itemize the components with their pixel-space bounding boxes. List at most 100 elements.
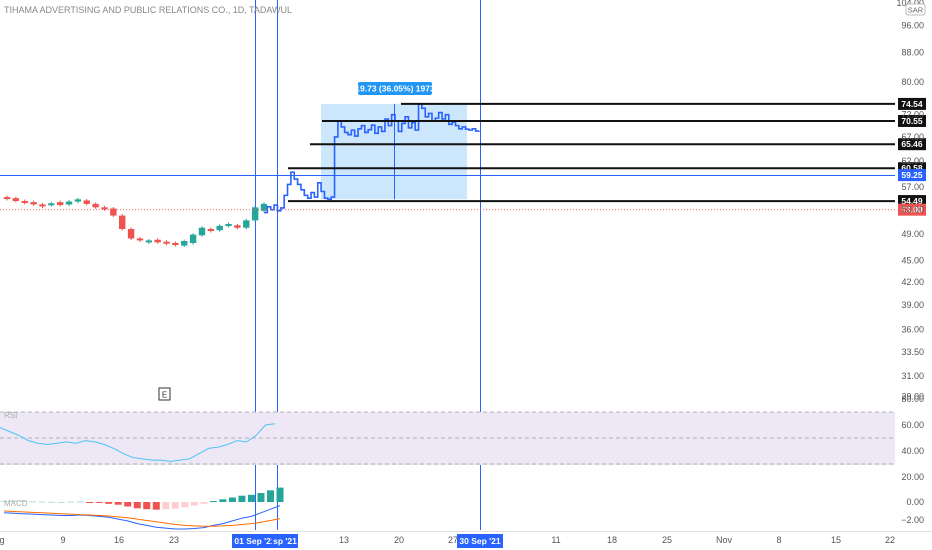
date-tick-5: 20	[394, 535, 404, 545]
macd-hist-bar-29	[276, 487, 284, 502]
date-label-1: sp '21	[272, 534, 298, 548]
date-tick-6: 27	[448, 535, 458, 545]
candle-body	[21, 201, 28, 204]
price-level-tag: 74.54	[901, 99, 923, 109]
rsi-tick-2: 40.00	[901, 446, 924, 456]
candle-18	[163, 240, 170, 246]
date-tick-9: 25	[662, 535, 672, 545]
candle-22	[198, 226, 206, 237]
candle-body	[163, 241, 170, 244]
date-tick-7: 11	[551, 535, 560, 545]
macd-hist-bar-22	[209, 501, 217, 503]
event-marker-label: E	[162, 391, 167, 400]
candle-body	[243, 220, 250, 228]
candle-1	[12, 196, 20, 203]
macd-hist-bar-6	[57, 502, 65, 503]
price-level-tag: 59.25	[901, 170, 923, 180]
price-level-tag-bg	[898, 97, 926, 110]
date-tick-11: 8	[776, 535, 781, 545]
macd-hist-bar-27	[257, 493, 265, 502]
candle-14	[127, 227, 135, 240]
candle-17	[154, 238, 161, 244]
price-tick-3: 80.00	[901, 77, 924, 87]
candle-body	[127, 228, 135, 239]
macd-hist-bar-17	[162, 502, 170, 510]
candle-24	[216, 224, 223, 232]
macd-hist-bar-2	[19, 500, 27, 502]
macd-hist-bar-16	[152, 502, 160, 510]
candle-body	[74, 199, 82, 202]
price-tick-5: 67.00	[901, 132, 924, 142]
candle-26	[234, 223, 241, 230]
macd-hist-bar-25	[238, 495, 246, 502]
candle-body	[56, 202, 64, 206]
macd-hist-bar-18	[171, 502, 179, 509]
macd-hist-bar-15	[143, 502, 151, 510]
candle-body	[136, 238, 144, 241]
price-tick-14: 33.50	[901, 347, 924, 357]
candle-12	[110, 207, 117, 218]
price-tick-11: 42.00	[901, 277, 924, 287]
candle-10	[92, 202, 99, 209]
macd-hist-bar-8	[76, 501, 84, 503]
candle-body	[101, 207, 108, 210]
macd-hist-bar-7	[67, 501, 75, 503]
price-level-tag: 53.00	[901, 205, 923, 215]
candle-body	[145, 240, 152, 243]
date-label-0: 01 Sep '21	[232, 534, 278, 548]
candlestick-series	[3, 195, 268, 248]
macd-hist-bar-0	[0, 501, 8, 503]
macd-pane[interactable]: 0.00 −2.00	[0, 487, 925, 530]
candle-7	[65, 200, 73, 206]
rsi-pane[interactable]: 80.00 60.00 40.00 20.00	[0, 394, 924, 482]
date-tick-4: 13	[339, 535, 349, 545]
candle-body	[30, 202, 37, 205]
macd-hist-bar-20	[190, 502, 198, 506]
candle-body	[65, 201, 73, 205]
price-level-4: 59.25	[898, 169, 926, 182]
date-tick-10: Nov	[716, 535, 733, 545]
price-tick-12: 39.00	[901, 300, 924, 310]
candle-2	[21, 199, 28, 205]
macd-hist-bar-3	[29, 501, 37, 503]
price-line-0	[264, 103, 480, 214]
candle-body	[92, 203, 99, 208]
candle-8	[74, 197, 82, 204]
price-level-1: 70.55	[322, 114, 926, 127]
macd-hist-bar-19	[181, 502, 189, 508]
macd-hist-bar-14	[133, 502, 141, 509]
price-level-tag-bg	[898, 114, 926, 127]
candle-6	[56, 200, 64, 207]
candle-body	[48, 203, 55, 206]
price-line-series	[264, 103, 480, 214]
price-level-6: 53.00	[0, 203, 926, 216]
candle-19	[172, 241, 179, 247]
price-tick-15: 31.00	[901, 371, 924, 381]
rsi-tick-3: 20.00	[901, 472, 924, 482]
price-level-0: 74.54	[401, 97, 926, 110]
date-tick-12: 15	[831, 535, 841, 545]
date-label-text: 01 Sep '21	[234, 536, 276, 546]
date-tick-1: 9	[60, 535, 65, 545]
price-tick-6: 62.00	[901, 156, 924, 166]
date-tick-0: g	[0, 535, 5, 545]
rsi-tick-1: 60.00	[901, 420, 924, 430]
earnings-event-marker[interactable]: E	[158, 387, 171, 401]
price-level-tag: 60.58	[901, 163, 923, 173]
price-level-tag: 65.46	[901, 139, 923, 149]
date-label-text: sp '21	[273, 536, 297, 546]
candle-body	[154, 239, 161, 243]
rsi-tick-0: 80.00	[901, 394, 924, 404]
candle-body	[225, 224, 232, 227]
price-tick-10: 45.00	[901, 255, 924, 265]
candle-3	[30, 200, 37, 206]
date-label-bg	[272, 534, 298, 548]
price-level-2: 65.46	[310, 138, 926, 151]
candle-21	[189, 233, 197, 245]
range-measure[interactable]: 19.73 (36.05%) 1973	[321, 82, 467, 200]
macd-hist-bar-26	[247, 494, 255, 502]
macd-hist-bar-23	[219, 499, 227, 502]
